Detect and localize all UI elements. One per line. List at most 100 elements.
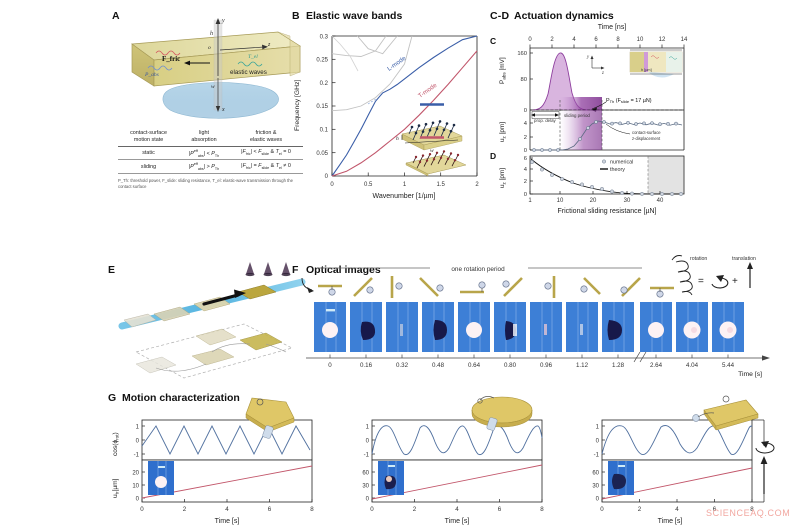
g3-xtick-1: 2	[638, 506, 642, 513]
g1-bot-ytick-1: 10	[132, 484, 139, 490]
legend-label-numerical: numerical	[610, 160, 633, 166]
c-xtick-2: 4	[572, 37, 576, 43]
g1-ylabel-top: cos(ɸrot)	[112, 432, 119, 456]
g2-top-ytick-1: 0	[366, 439, 370, 445]
panel-f-time-axis: 0 0.16 0.32 0.48 0.64 0.80 0.96 1.12 1.2…	[306, 351, 770, 378]
panel-c-letter: C	[490, 36, 496, 46]
elastic-temperature-label: T_el	[248, 54, 258, 60]
motion-state-table: contact-surface motion state light absor…	[118, 128, 303, 173]
g1-flake-pictogram	[245, 397, 295, 439]
panel-b-xticks: 0 0.5 1 1.5 2	[330, 172, 479, 188]
panel-c-xlabel: Time [ns]	[598, 24, 627, 31]
inset-w-label: w	[430, 148, 434, 154]
ytick-6: 0.3	[320, 35, 329, 41]
optical-frame	[712, 302, 744, 352]
g3-top-ytick-0: -1	[594, 453, 600, 459]
pictogram-4	[460, 281, 486, 294]
panel-b-xlabel: Wavenumber [1/µm]	[373, 193, 436, 200]
g2-flake-pictogram	[471, 396, 533, 431]
optical-frame	[422, 302, 454, 352]
f-time-3: 0.48	[432, 362, 445, 369]
legend-label-theory: theory	[610, 167, 625, 173]
sliding-region-shade-2	[560, 110, 602, 150]
flake-lower-3	[195, 328, 237, 346]
optical-frame	[530, 302, 562, 352]
g3-top-ytick-1: 0	[596, 439, 600, 445]
panel-a-letter: A	[112, 10, 120, 22]
g1-top-ytick-2: 1	[136, 425, 140, 431]
g2-inset-frame	[378, 461, 404, 495]
series-higher-band-4	[331, 35, 359, 72]
col-header-light-absorption: light absorption	[191, 130, 217, 143]
c-xtick-7: 14	[681, 37, 688, 43]
f-time-8: 1.28	[612, 362, 625, 369]
g1-top-plot: 1 0 -1 cos(ɸrot)	[112, 419, 313, 461]
d-ytick-0: 0	[524, 192, 527, 198]
prop-delay-bracket: prop. delay	[531, 111, 560, 123]
g1-ylabel-bottom: utr[µm]	[112, 478, 119, 498]
panel-f-letter: F	[292, 264, 299, 276]
cell-absorption: |Peffabs| < PTh	[188, 148, 220, 158]
panel-e-schematic	[118, 262, 306, 379]
equals-sign: =	[698, 276, 704, 287]
absorption-wave-icon	[155, 50, 181, 56]
series-numerical	[530, 160, 683, 196]
panel-c-inset-axes: y z	[586, 55, 605, 76]
g3-bot-ytick-2: 60	[592, 471, 599, 477]
optical-frame	[676, 302, 708, 352]
g1-xtick-0: 0	[140, 506, 144, 513]
g2-xlabel: Time [s]	[445, 518, 470, 525]
panel-g-chart-3: 1 0 -1 0 30 60 0 2 4 6 8 Time [s]	[592, 395, 775, 525]
cell-absorption: |Peffabs| > PTh	[188, 162, 220, 172]
svg-text:z: z	[601, 71, 604, 76]
g2-xtick-4: 8	[540, 506, 544, 513]
f-time-5: 0.80	[504, 362, 517, 369]
panel-a-diagram: y h z x o w P_abs F_fric T_el elastic wa…	[131, 18, 302, 119]
pictogram-1	[353, 277, 374, 297]
panel-cd-chart: Time [ns] C 0 2 4 6 8 10 12 14 0 80 160 …	[490, 24, 688, 215]
c-xtick-4: 8	[616, 37, 620, 43]
incoming-wave-icon	[147, 65, 173, 71]
optical-frame	[602, 302, 634, 352]
flake-fiber-1	[123, 313, 157, 328]
svg-text:y: y	[586, 55, 590, 60]
ytick-2: 0.1	[320, 128, 329, 134]
friction-force-label: F_fric	[162, 55, 180, 63]
panel-c-ylabel-bottom: uz [pm]	[499, 122, 506, 142]
panel-c-inset-schematic: h [µm]	[629, 49, 683, 78]
panel-d-letter: D	[490, 151, 496, 161]
panel-f-xlabel: Time [s]	[738, 371, 762, 378]
threshold-annotation: PTh (Fslide = 17 µN)	[606, 98, 652, 104]
panel-b-yticks: 0 0.05 0.1 0.15 0.2 0.25 0.3	[316, 35, 336, 180]
g2-xtick-2: 4	[455, 506, 459, 513]
xtick-4: 2	[475, 182, 479, 188]
g3-inset-frame	[608, 461, 634, 495]
width-label: w	[211, 84, 215, 90]
d-xtick-2: 20	[590, 198, 597, 204]
col-header-friction-waves: friction & elastic waves	[249, 130, 283, 143]
f-time-9: 2.64	[650, 362, 663, 369]
g3-bot-ytick-1: 30	[592, 484, 599, 490]
flake-lower-4	[135, 356, 177, 374]
axis-break-icon	[633, 351, 647, 363]
absorbed-power-pulse	[532, 52, 588, 110]
g1-top-ytick-0: -1	[134, 453, 140, 459]
ytick-3: 0.15	[316, 104, 328, 110]
optical-frame	[386, 302, 418, 352]
inset-h-um-label: h [µm]	[641, 68, 652, 72]
annotation-contact-line1: contact-surface	[632, 130, 661, 135]
optical-frame	[350, 302, 382, 352]
cell-state: sliding	[140, 163, 157, 170]
annotation-sliding-period: sliding period	[564, 113, 590, 118]
panel-f-optical: one rotation period rotation translation…	[301, 255, 770, 378]
series-uz-markers	[532, 120, 678, 152]
g2-top-ytick-0: -1	[364, 453, 370, 459]
series-higher-band-2	[331, 35, 387, 57]
panel-d-plot: 0 2 4 6 uz [pm] 1 10 20 30 40 Frictional…	[499, 155, 685, 215]
pictogram-3	[419, 277, 444, 297]
panel-g-chart-1: 1 0 -1 cos(ɸrot) 0 10 20 utr[µm] 0	[112, 397, 314, 525]
xtick-2: 1	[403, 182, 407, 188]
d-xtick-3: 30	[624, 198, 631, 204]
origin-label: o	[208, 45, 211, 51]
